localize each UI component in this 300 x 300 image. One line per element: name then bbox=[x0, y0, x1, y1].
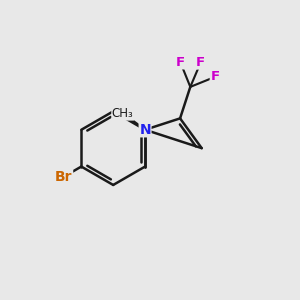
Text: F: F bbox=[210, 70, 219, 83]
Text: N: N bbox=[139, 123, 151, 137]
Text: CH₃: CH₃ bbox=[112, 107, 134, 120]
Text: F: F bbox=[196, 56, 205, 69]
Text: F: F bbox=[176, 56, 185, 69]
Text: Br: Br bbox=[55, 170, 73, 184]
